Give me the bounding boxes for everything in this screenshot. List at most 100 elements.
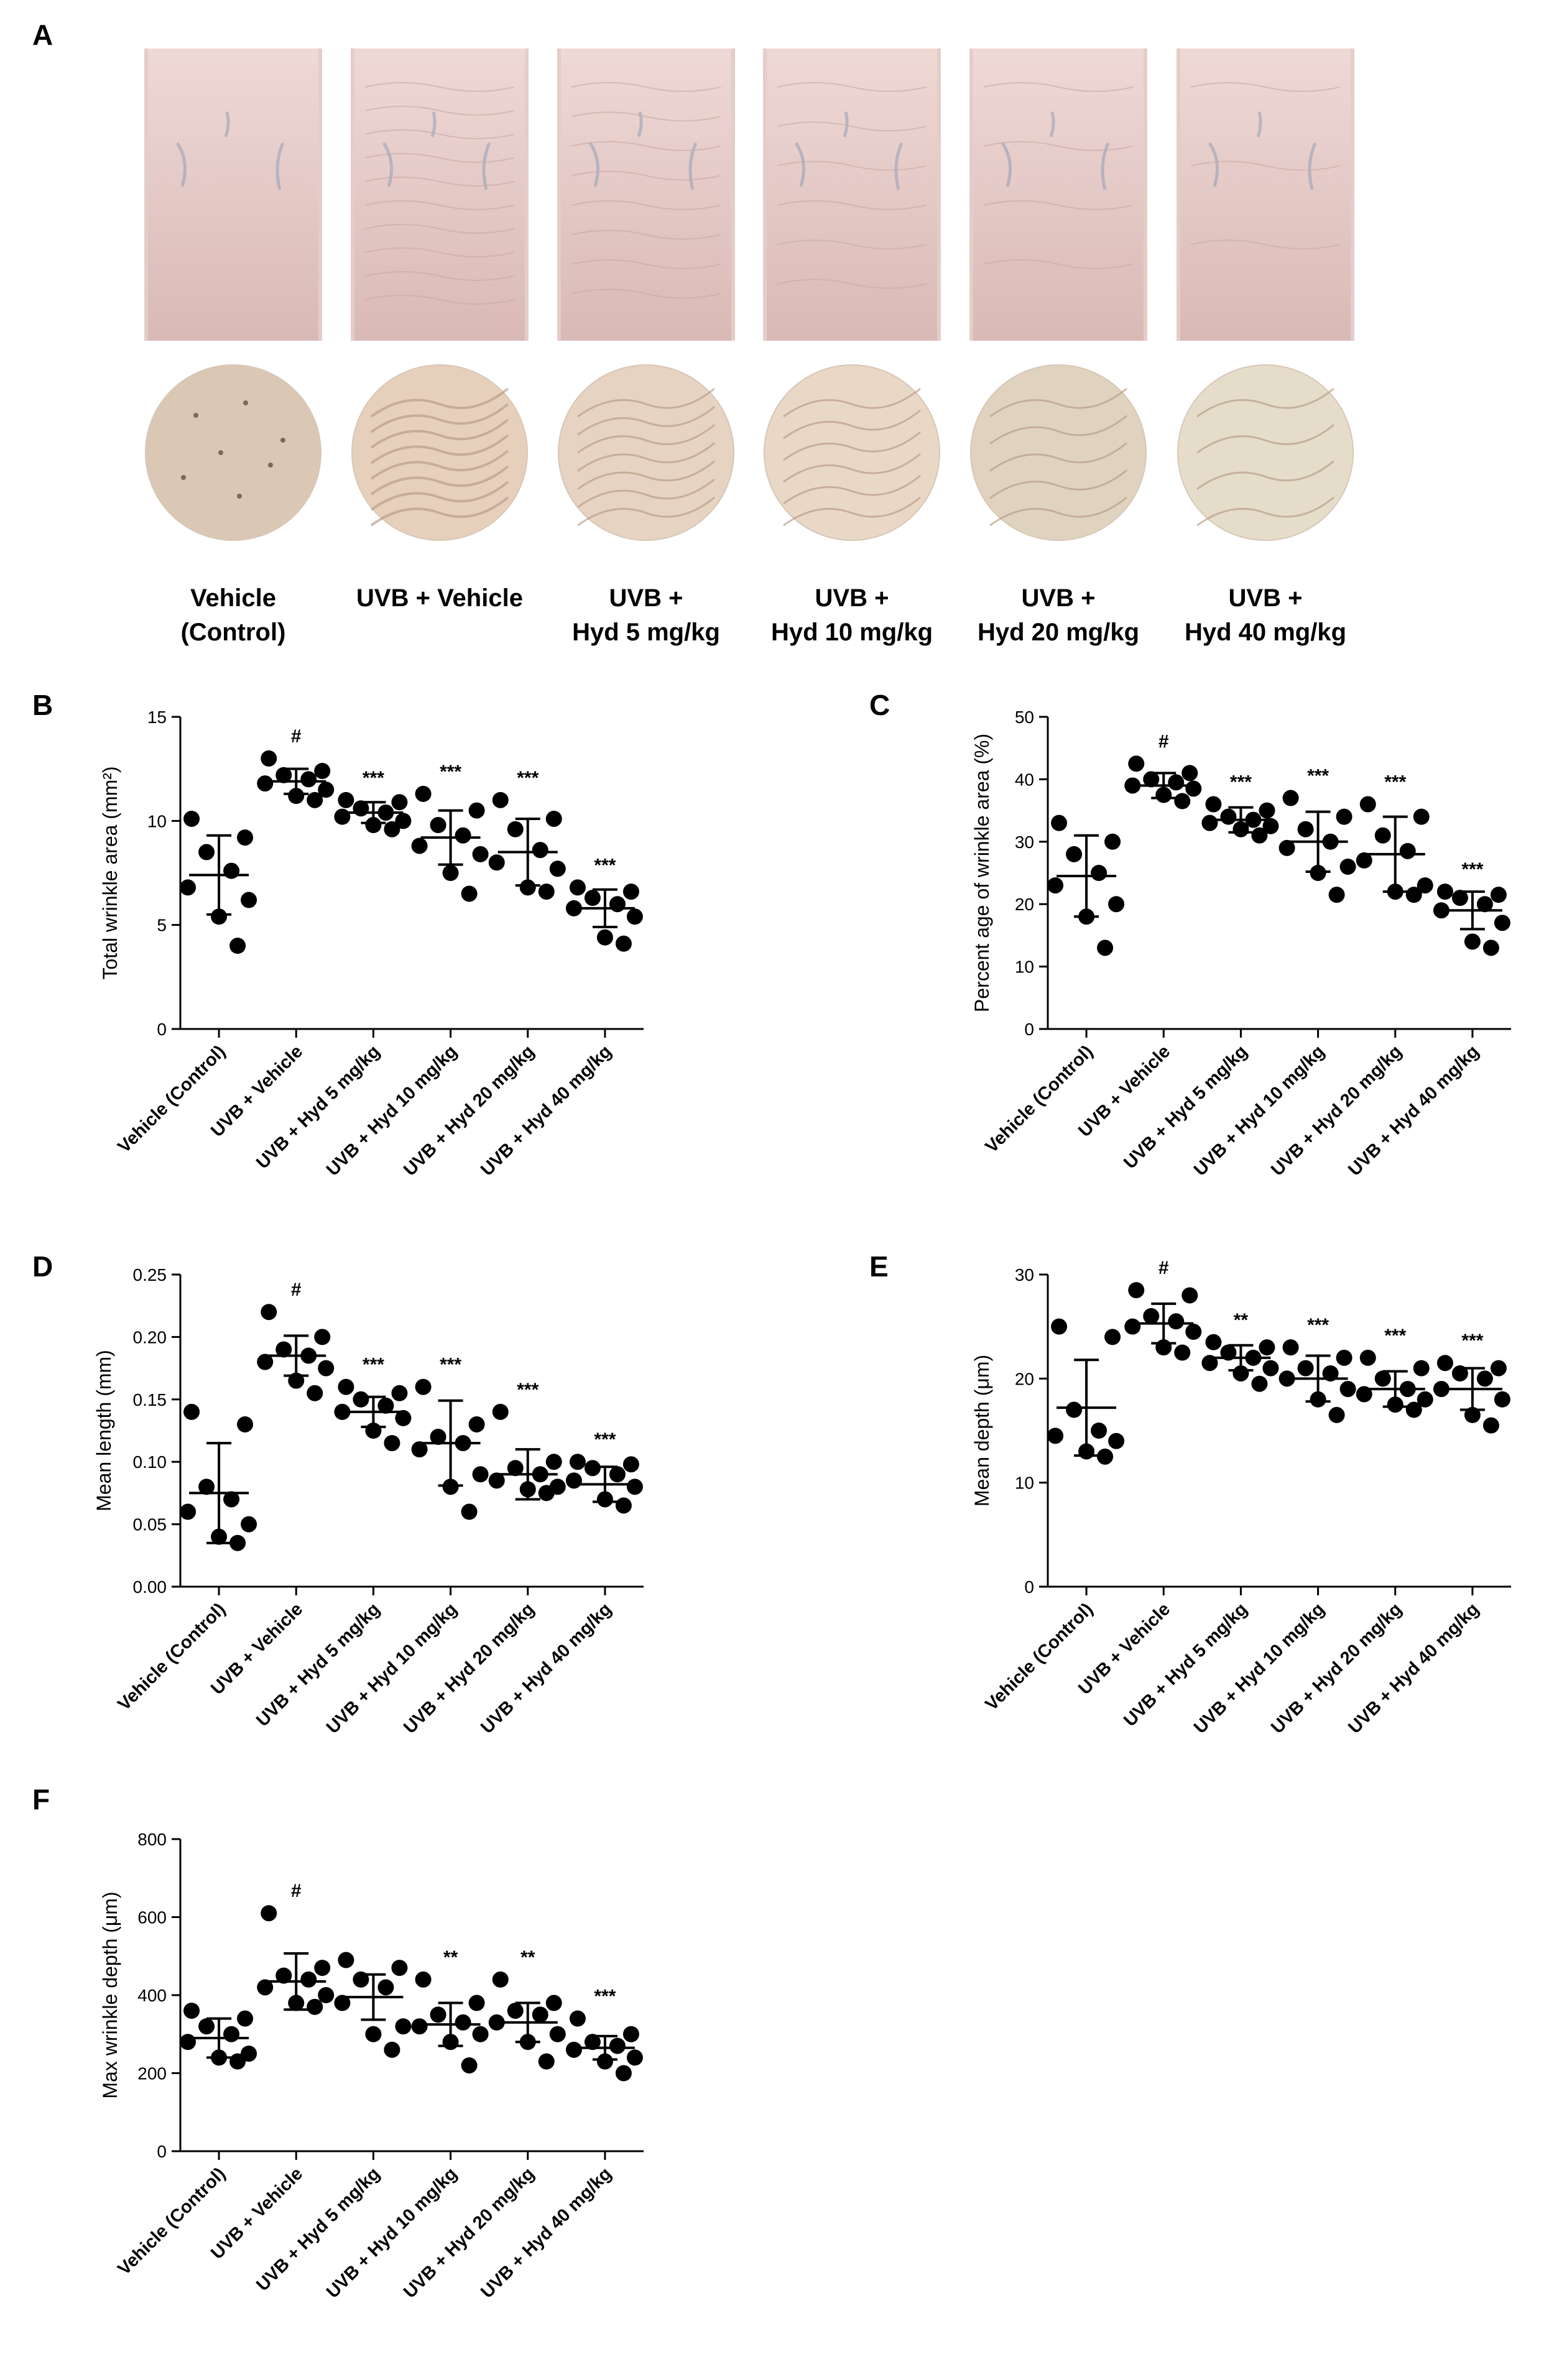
y-tick-label: 40 [1015, 770, 1034, 789]
group-3: UVB + Hyd 5 mg/kg [557, 48, 735, 646]
x-tick-label: Vehicle (Control) [981, 1041, 1097, 1157]
x-tick-label: UVB + Hyd 20 mg/kg [400, 1599, 539, 1738]
body-photo [971, 48, 1145, 341]
data-point [569, 1454, 586, 1470]
closeup-circle [764, 364, 940, 541]
data-point [1097, 939, 1114, 956]
x-tick-label: UVB + Hyd 10 mg/kg [323, 2164, 461, 2302]
data-point [1297, 821, 1314, 837]
data-point [1464, 933, 1481, 950]
significance-label: *** [1230, 772, 1252, 793]
y-tick-label: 0 [157, 2142, 167, 2161]
significance-label: *** [594, 855, 616, 875]
y-tick-label: 10 [147, 811, 167, 831]
data-point [395, 1409, 412, 1426]
closeup-wrinkle [989, 442, 1127, 472]
data-point [261, 1304, 277, 1321]
data-point [1259, 802, 1275, 819]
data-point [314, 1329, 331, 1345]
skin-wrinkle-line [571, 82, 721, 92]
data-point [307, 1385, 323, 1401]
y-tick-label: 30 [1015, 833, 1034, 852]
data-point [198, 844, 215, 860]
y-tick-label: 0.15 [133, 1390, 167, 1409]
y-tick-label: 20 [1015, 1369, 1034, 1388]
data-point [461, 2057, 478, 2073]
body-photo [559, 48, 733, 341]
data-point [1091, 865, 1107, 881]
panel-letter-c: C [869, 689, 890, 721]
skin-wrinkle-line [364, 247, 515, 257]
y-tick-label: 5 [157, 916, 167, 935]
data-point [318, 1360, 335, 1377]
data-point [183, 2003, 200, 2019]
closeup-wrinkle [577, 387, 715, 418]
closeup-circle [558, 364, 734, 541]
data-point [1066, 1401, 1083, 1418]
data-point [180, 879, 197, 896]
data-point [334, 1403, 351, 1420]
charts: B 0 5 10 15 Total wrinkle area (mm²) Vehicle (… [32, 689, 1511, 2302]
skin-wrinkle-line [777, 121, 927, 132]
closeup-wrinkle [577, 406, 715, 436]
y-tick-label: 600 [137, 1908, 167, 1927]
data-point [609, 896, 626, 913]
data-point [1108, 1432, 1125, 1449]
data-point [415, 1971, 432, 1988]
skin-wrinkle-line [777, 160, 927, 171]
y-tick-label: 0 [157, 1020, 167, 1039]
significance-label: *** [440, 1355, 461, 1375]
skin-wrinkle-line [777, 200, 927, 210]
data-point [307, 791, 323, 808]
data-point [415, 1378, 432, 1395]
significance-label: *** [594, 1986, 616, 2007]
closeup-wrinkle [989, 469, 1127, 499]
data-point [353, 1391, 369, 1408]
closeup-wrinkle [577, 424, 715, 454]
x-tick-label: UVB + Hyd 10 mg/kg [323, 1041, 461, 1180]
data-point [1310, 865, 1326, 881]
closeup-wrinkle [370, 418, 509, 449]
data-point [615, 2065, 632, 2082]
closeup-wrinkle [1196, 496, 1334, 527]
x-tick-label: Vehicle (Control) [114, 1599, 229, 1715]
skin-wrinkle-line [571, 111, 721, 122]
data-point [1482, 1417, 1499, 1434]
group-6: UVB + Hyd 40 mg/kg [1177, 48, 1354, 646]
body-photo-edge [557, 48, 735, 341]
closeup-wrinkle [370, 387, 509, 418]
x-tick-label: UVB + Hyd 40 mg/kg [1344, 1041, 1483, 1180]
chart-e: E 0 10 20 30 Mean depth (μm) Vehicle (Control)… [869, 1250, 1511, 1738]
data-point [1104, 1329, 1121, 1345]
closeup-wrinkle [370, 434, 509, 464]
data-point [596, 929, 613, 946]
y-axis-title: Max wrinkle depth (μm) [99, 1891, 121, 2098]
x-tick-label: UVB + Hyd 20 mg/kg [1267, 1599, 1406, 1738]
closeup-wrinkle [1196, 424, 1334, 454]
data-point [223, 862, 240, 879]
data-point [430, 817, 446, 834]
data-point [384, 2041, 400, 2058]
data-point [1279, 1370, 1295, 1387]
data-point [198, 2018, 215, 2035]
data-point [468, 802, 485, 819]
closeup-circle [145, 364, 321, 541]
x-tick-label: UVB + Hyd 40 mg/kg [477, 2164, 616, 2302]
significance-label: *** [363, 768, 384, 788]
skin-wrinkle-line [777, 82, 927, 92]
pore-dot [218, 450, 223, 455]
data-point [545, 810, 562, 827]
data-point [307, 1998, 323, 2015]
data-point [1490, 887, 1507, 903]
data-point [300, 1971, 317, 1988]
vein-marks [175, 111, 285, 190]
data-point [1143, 771, 1160, 788]
group-label-line1: UVB + [1229, 584, 1303, 612]
closeup-wrinkle [783, 496, 921, 527]
data-point [1494, 915, 1510, 931]
data-point [1336, 808, 1352, 825]
pore-dot [243, 400, 248, 405]
closeup-wrinkle [577, 442, 715, 472]
data-point [1328, 1406, 1345, 1423]
